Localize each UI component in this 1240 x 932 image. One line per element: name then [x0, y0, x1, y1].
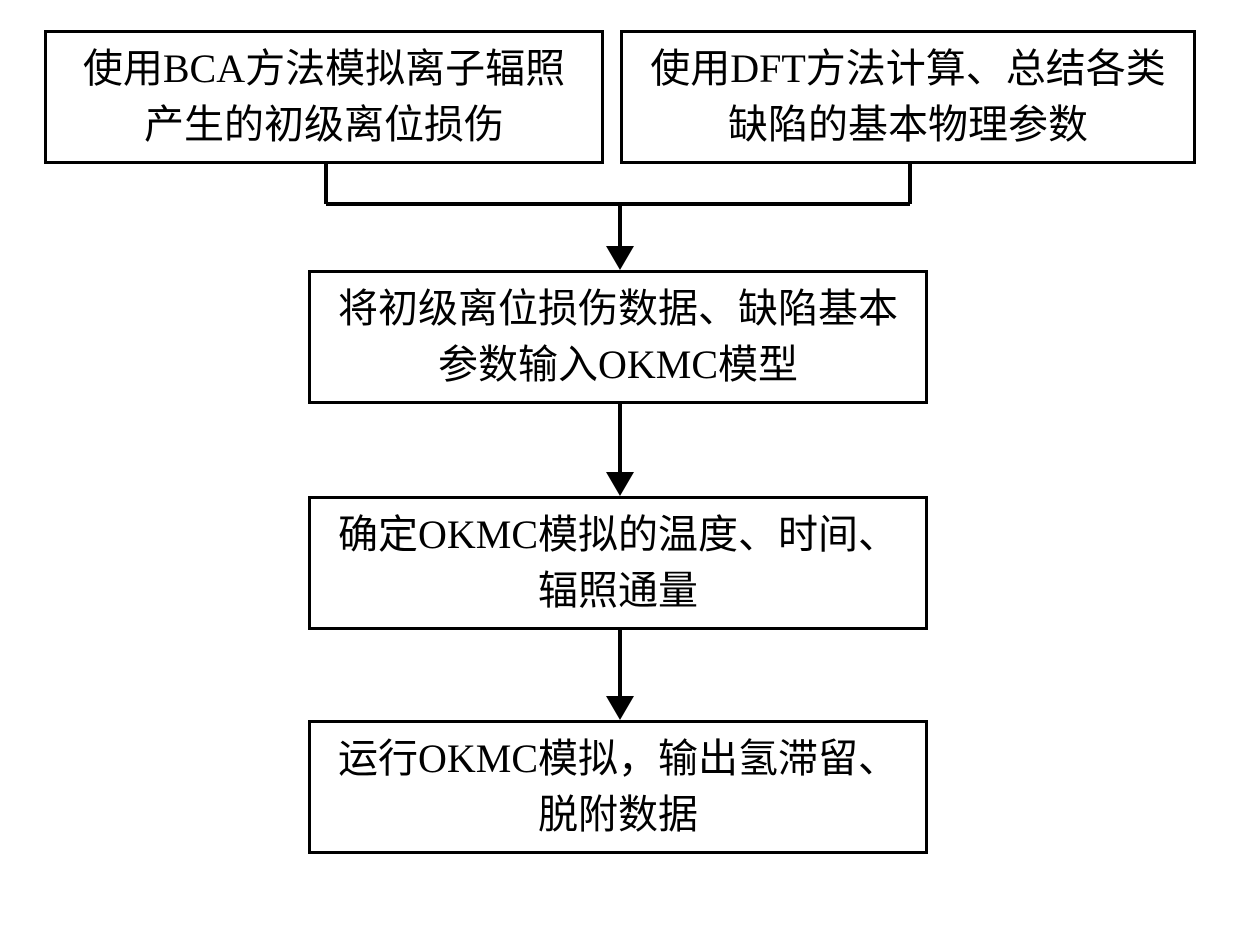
node-label: 确定OKMC模拟的温度、时间、辐照通量 — [331, 507, 905, 619]
arrow-down-icon — [606, 696, 634, 720]
node-label: 使用DFT方法计算、总结各类缺陷的基本物理参数 — [643, 41, 1173, 153]
node-okmc-output: 运行OKMC模拟，输出氢滞留、脱附数据 — [308, 720, 928, 854]
node-okmc-params: 确定OKMC模拟的温度、时间、辐照通量 — [308, 496, 928, 630]
arrow-down-icon — [606, 246, 634, 270]
node-label: 使用BCA方法模拟离子辐照产生的初级离位损伤 — [67, 41, 581, 153]
connector-line — [618, 630, 622, 698]
node-dft-method: 使用DFT方法计算、总结各类缺陷的基本物理参数 — [620, 30, 1196, 164]
connector-line — [908, 164, 912, 204]
node-okmc-input: 将初级离位损伤数据、缺陷基本参数输入OKMC模型 — [308, 270, 928, 404]
connector-line — [618, 202, 622, 250]
node-label: 将初级离位损伤数据、缺陷基本参数输入OKMC模型 — [331, 281, 905, 393]
flowchart-container: 使用BCA方法模拟离子辐照产生的初级离位损伤 使用DFT方法计算、总结各类缺陷的… — [0, 0, 1240, 932]
connector-line — [618, 404, 622, 474]
connector-line — [324, 164, 328, 204]
node-bca-method: 使用BCA方法模拟离子辐照产生的初级离位损伤 — [44, 30, 604, 164]
node-label: 运行OKMC模拟，输出氢滞留、脱附数据 — [331, 731, 905, 843]
arrow-down-icon — [606, 472, 634, 496]
